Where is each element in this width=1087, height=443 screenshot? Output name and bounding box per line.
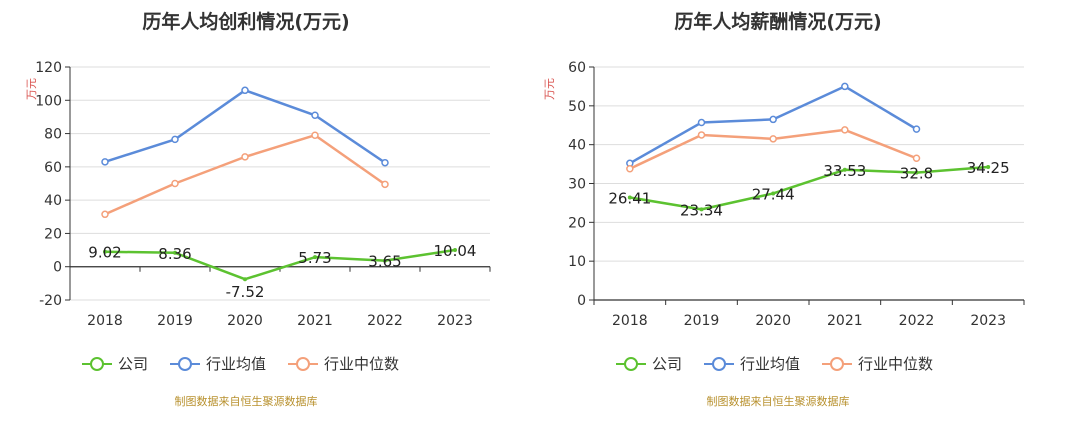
data-point xyxy=(627,195,632,200)
data-source-note: 制图数据来自恒生聚源数据库 xyxy=(175,394,318,408)
data-point xyxy=(841,126,849,134)
legend-marker-0 xyxy=(90,357,104,371)
y-tick-label: 100 xyxy=(35,93,62,109)
data-point xyxy=(769,115,777,124)
data-label: 27.44 xyxy=(752,185,795,203)
data-label: 8.36 xyxy=(158,245,191,263)
data-point xyxy=(697,118,706,127)
data-point xyxy=(103,249,107,254)
data-point xyxy=(986,164,991,169)
data-label: 26.41 xyxy=(608,189,651,207)
y-tick-label: 10 xyxy=(568,254,586,270)
data-point xyxy=(313,255,317,260)
data-point xyxy=(311,111,319,120)
x-tick-label: 2019 xyxy=(157,313,193,329)
x-tick-label: 2022 xyxy=(899,313,935,329)
profit-per-capita-chart: 历年人均创利情况(万元) 万元 制图数据来自恒生聚源数据库 -20 0 20 40 60… xyxy=(0,0,540,443)
x-tick-label: 2018 xyxy=(612,313,648,329)
x-tick-label: 2021 xyxy=(827,313,863,329)
data-point xyxy=(171,135,179,144)
y-tick-label: 120 xyxy=(35,60,62,76)
data-point xyxy=(453,248,457,253)
y-tick-label: 80 xyxy=(44,127,62,143)
y-tick-label: 60 xyxy=(568,60,586,76)
data-point xyxy=(626,164,634,173)
data-point xyxy=(241,153,249,161)
data-point xyxy=(171,179,179,188)
x-tick-label: 2020 xyxy=(755,313,791,329)
y-axis-unit: 万元 xyxy=(543,78,556,100)
data-point xyxy=(769,135,777,143)
x-tick-label: 2018 xyxy=(87,313,123,329)
data-point xyxy=(914,170,919,175)
legend-label-2: 行业中位数 xyxy=(858,355,933,373)
data-label: 32.8 xyxy=(900,165,933,183)
y-tick-label: 20 xyxy=(44,226,62,242)
data-label: 23.34 xyxy=(680,201,723,219)
data-point xyxy=(381,158,389,167)
salary-per-capita-chart: 历年人均薪酬情况(万元) 万元 制图数据来自恒生聚源数据库 0 10 20 30 40 5… xyxy=(540,0,1087,443)
y-tick-label: 50 xyxy=(568,99,586,115)
data-point xyxy=(842,167,847,172)
y-axis-unit: 万元 xyxy=(25,78,38,100)
x-tick-label: 2021 xyxy=(297,313,333,329)
data-point xyxy=(311,131,319,139)
legend-label-2: 行业中位数 xyxy=(324,355,399,373)
data-label: 9.02 xyxy=(88,244,121,262)
y-tick-label: 0 xyxy=(53,260,62,276)
y-tick-label: -20 xyxy=(39,293,62,309)
x-tick-label: 2020 xyxy=(227,313,263,329)
data-point xyxy=(771,191,776,196)
data-point xyxy=(381,180,389,189)
y-tick-label: 30 xyxy=(568,177,586,193)
x-tick-label: 2023 xyxy=(970,313,1006,329)
profit-chart-svg: 历年人均创利情况(万元) 万元 制图数据来自恒生聚源数据库 -20 0 20 40 60… xyxy=(25,10,491,408)
data-point xyxy=(912,154,921,163)
legend-marker-2 xyxy=(830,357,844,371)
x-tick-label: 2019 xyxy=(684,313,720,329)
y-tick-label: 20 xyxy=(568,215,586,231)
chart-title: 历年人均创利情况(万元) xyxy=(142,10,349,33)
legend-label-1: 行业均值 xyxy=(206,355,266,373)
x-tick-label: 2022 xyxy=(367,313,403,329)
legend-label-1: 行业均值 xyxy=(740,355,800,373)
series-line-0 xyxy=(629,165,989,211)
legend-marker-1 xyxy=(178,357,192,371)
data-label: -7.52 xyxy=(226,283,265,301)
data-point xyxy=(101,210,109,219)
legend-label-0: 公司 xyxy=(652,355,682,373)
y-tick-label: 40 xyxy=(568,138,586,154)
data-point xyxy=(912,125,921,133)
data-label: 33.53 xyxy=(823,162,866,180)
y-tick-label: 60 xyxy=(44,160,62,176)
data-source-note: 制图数据来自恒生聚源数据库 xyxy=(707,394,850,408)
salary-chart-svg: 历年人均薪酬情况(万元) 万元 制图数据来自恒生聚源数据库 0 10 20 30 40 5… xyxy=(543,10,1025,408)
data-point xyxy=(173,250,177,255)
chart-title: 历年人均薪酬情况(万元) xyxy=(674,10,881,33)
series-line-0 xyxy=(104,248,456,281)
data-label: 5.73 xyxy=(298,249,331,267)
data-label: 3.65 xyxy=(368,253,401,271)
data-label: 34.25 xyxy=(967,159,1010,177)
data-point xyxy=(697,131,706,139)
data-point xyxy=(101,158,109,166)
legend-marker-2 xyxy=(296,357,310,371)
series-line-1 xyxy=(629,85,918,165)
y-tick-label: 40 xyxy=(44,193,62,209)
y-tick-label: 0 xyxy=(577,293,586,309)
series-line-1 xyxy=(104,89,386,164)
data-point xyxy=(243,277,247,282)
legend-marker-0 xyxy=(624,357,638,371)
legend-label-0: 公司 xyxy=(118,355,148,373)
data-label: 10.04 xyxy=(434,242,477,260)
data-point xyxy=(383,258,387,263)
legend-marker-1 xyxy=(712,357,726,371)
x-tick-label: 2023 xyxy=(437,313,473,329)
data-point xyxy=(841,82,849,91)
data-point xyxy=(699,207,704,212)
data-point xyxy=(241,86,249,95)
